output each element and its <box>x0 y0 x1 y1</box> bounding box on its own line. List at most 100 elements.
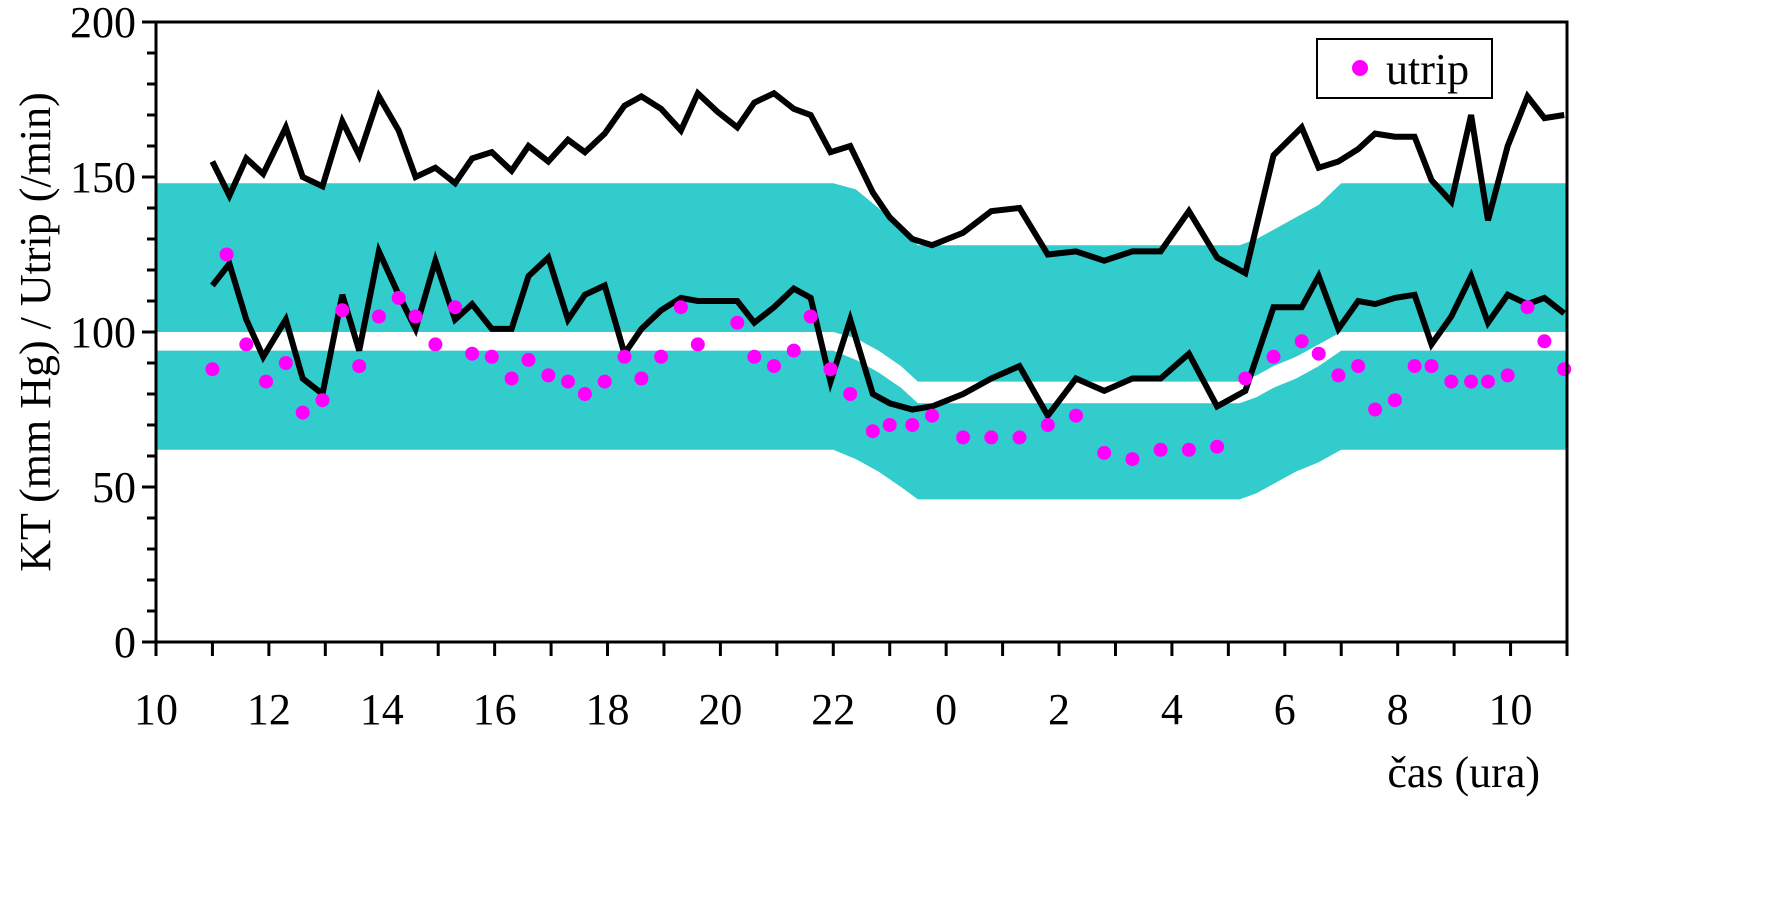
y-tick-label: 150 <box>70 153 136 202</box>
utrip-point <box>1387 393 1402 408</box>
utrip-point <box>843 387 858 401</box>
x-tick-label: 6 <box>1274 685 1296 734</box>
utrip-point <box>1500 368 1515 383</box>
utrip-point <box>428 337 443 352</box>
utrip-point <box>984 430 999 445</box>
utrip-point <box>1424 359 1439 374</box>
plot-frame <box>154 20 1569 644</box>
series-line-1 <box>210 241 1567 422</box>
utrip-point <box>352 359 367 374</box>
utrip-point <box>823 362 838 377</box>
utrip-point <box>448 300 463 315</box>
utrip-point <box>521 352 536 367</box>
x-tick-label: 2 <box>1048 685 1070 734</box>
utrip-point <box>371 309 386 324</box>
utrip-point <box>1464 374 1479 389</box>
utrip-point <box>1294 334 1309 349</box>
x-tick-label: 20 <box>698 685 742 734</box>
y-tick-label: 50 <box>92 463 136 512</box>
utrip-point <box>597 374 612 389</box>
normal-range-bands <box>156 183 1567 500</box>
legend: utrip <box>1316 38 1493 99</box>
utrip-point <box>1266 349 1281 364</box>
x-tick-label: 0 <box>935 685 957 734</box>
utrip-point <box>803 309 818 324</box>
x-axis: 10 12 14 16 18 20 22 0 2 4 6 8 10 <box>134 642 1569 734</box>
utrip-point <box>1520 300 1535 315</box>
x-tick-label: 10 <box>1489 685 1533 734</box>
utrip-point <box>1181 442 1196 457</box>
utrip-point <box>786 343 801 358</box>
utrip-point <box>391 290 406 305</box>
utrip-point <box>1481 374 1495 389</box>
utrip-point <box>1040 418 1055 432</box>
y-tick-label: 100 <box>70 308 136 357</box>
utrip-point <box>865 424 880 439</box>
utrip-point <box>315 393 330 408</box>
utrip-point <box>1069 408 1083 423</box>
utrip-points <box>205 247 1572 467</box>
utrip-point <box>1537 334 1552 349</box>
utrip-point <box>278 356 293 370</box>
x-tick-label: 8 <box>1387 685 1409 734</box>
utrip-point <box>905 418 920 432</box>
utrip-point <box>1210 439 1225 454</box>
utrip-point <box>617 349 632 364</box>
utrip-point <box>1407 359 1422 374</box>
y-tick-label: 200 <box>70 0 136 47</box>
x-axis-title: čas (ura) <box>1387 748 1540 797</box>
series-lines <box>209 88 1567 422</box>
utrip-point <box>484 349 499 364</box>
utrip-point <box>1351 359 1366 374</box>
utrip-point <box>1238 371 1253 386</box>
utrip-point <box>259 374 274 389</box>
utrip-point <box>767 359 781 374</box>
x-tick-label: 10 <box>134 685 178 734</box>
utrip-point <box>925 408 940 423</box>
utrip-point <box>205 362 220 377</box>
utrip-point <box>561 374 575 389</box>
utrip-point <box>541 368 556 383</box>
utrip-point <box>1368 402 1383 417</box>
utrip-point <box>634 371 649 386</box>
y-axis: 0 50 100 150 200 <box>70 0 156 667</box>
utrip-point <box>1557 362 1572 377</box>
x-tick-label: 18 <box>586 685 630 734</box>
utrip-point <box>1153 442 1168 457</box>
utrip-point <box>219 247 234 262</box>
utrip-point <box>465 346 480 361</box>
utrip-point <box>882 418 897 432</box>
utrip-point <box>577 387 592 401</box>
series-line-0 <box>209 88 1565 278</box>
legend-label-utrip: utrip <box>1386 45 1469 94</box>
legend-marker-utrip <box>1352 60 1368 76</box>
legend-box <box>1316 38 1493 99</box>
x-tick-label: 14 <box>360 685 404 734</box>
utrip-point <box>1097 445 1112 460</box>
x-tick-label: 16 <box>473 685 517 734</box>
x-tick-label: 12 <box>247 685 291 734</box>
utrip-point <box>295 405 310 420</box>
utrip-point <box>956 430 971 445</box>
utrip-point <box>239 337 254 352</box>
utrip-point <box>747 349 762 364</box>
utrip-point <box>673 300 688 315</box>
utrip-point <box>1444 374 1459 389</box>
utrip-point <box>1311 346 1326 361</box>
utrip-point <box>1012 430 1027 445</box>
utrip-point <box>335 303 350 318</box>
y-tick-label: 0 <box>114 618 136 667</box>
x-tick-label: 22 <box>811 685 855 734</box>
utrip-point <box>504 371 519 386</box>
normal-band-diastolic <box>156 350 1567 500</box>
y-axis-title: KT (mm Hg) / Utrip (/min) <box>11 92 60 571</box>
x-tick-label: 4 <box>1161 685 1183 734</box>
utrip-point <box>690 337 705 352</box>
normal-band-systolic <box>156 183 1567 382</box>
utrip-point <box>730 315 745 330</box>
utrip-point <box>1331 368 1346 383</box>
utrip-point <box>654 349 669 364</box>
utrip-point <box>1125 452 1140 467</box>
utrip-point <box>408 309 423 324</box>
